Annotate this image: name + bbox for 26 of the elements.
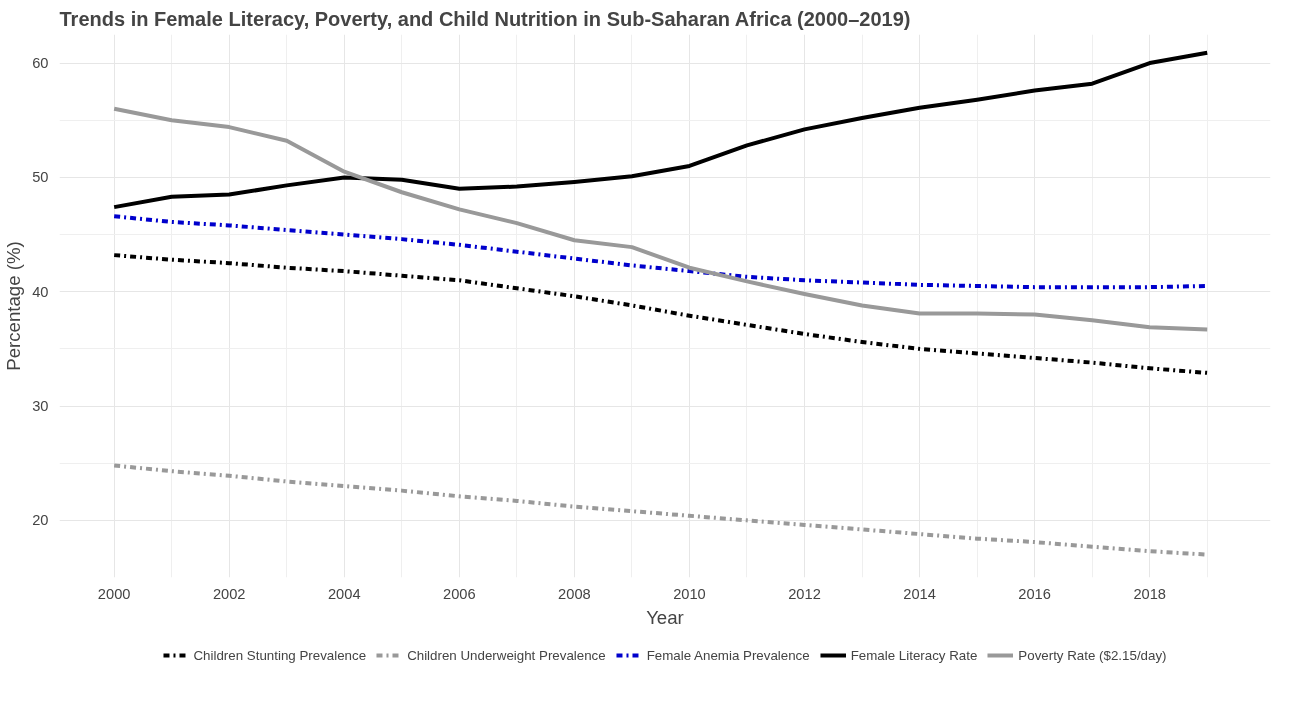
chart-title: Trends in Female Literacy, Poverty, and Child Nutrition in Sub-Saharan Africa (2000–2019) [59, 7, 911, 30]
y-tick-label: 40 [32, 283, 49, 300]
x-tick-label: 2010 [673, 585, 706, 602]
y-tick-label: 20 [32, 512, 49, 529]
legend-label: Female Literacy Rate [850, 647, 978, 663]
x-tick-label: 2012 [788, 585, 821, 602]
y-tick-label: 50 [32, 169, 49, 186]
y-tick-label: 30 [32, 398, 49, 415]
x-tick-label: 2018 [1133, 585, 1166, 602]
legend-label: Children Stunting Prevalence [193, 647, 367, 663]
x-tick-label: 2016 [1018, 585, 1051, 602]
y-axis-title: Percentage (%) [3, 241, 25, 371]
y-tick-label: 60 [32, 55, 49, 72]
x-tick-label: 2002 [212, 585, 246, 602]
legend-label: Children Underweight Prevalence [407, 647, 606, 663]
x-axis-title: Year [646, 606, 684, 628]
x-tick-label: 2014 [903, 585, 936, 602]
x-tick-label: 2006 [443, 585, 476, 602]
line-series [112, 50, 1210, 210]
line-series [112, 106, 1210, 332]
legend-label: Female Anemia Prevalence [646, 647, 810, 663]
x-tick-label: 2000 [97, 585, 131, 602]
x-tick-label: 2008 [558, 585, 591, 602]
line-series [112, 253, 1210, 375]
legend-label: Poverty Rate ($2.15/day) [1018, 647, 1167, 663]
x-tick-label: 2004 [327, 585, 361, 602]
